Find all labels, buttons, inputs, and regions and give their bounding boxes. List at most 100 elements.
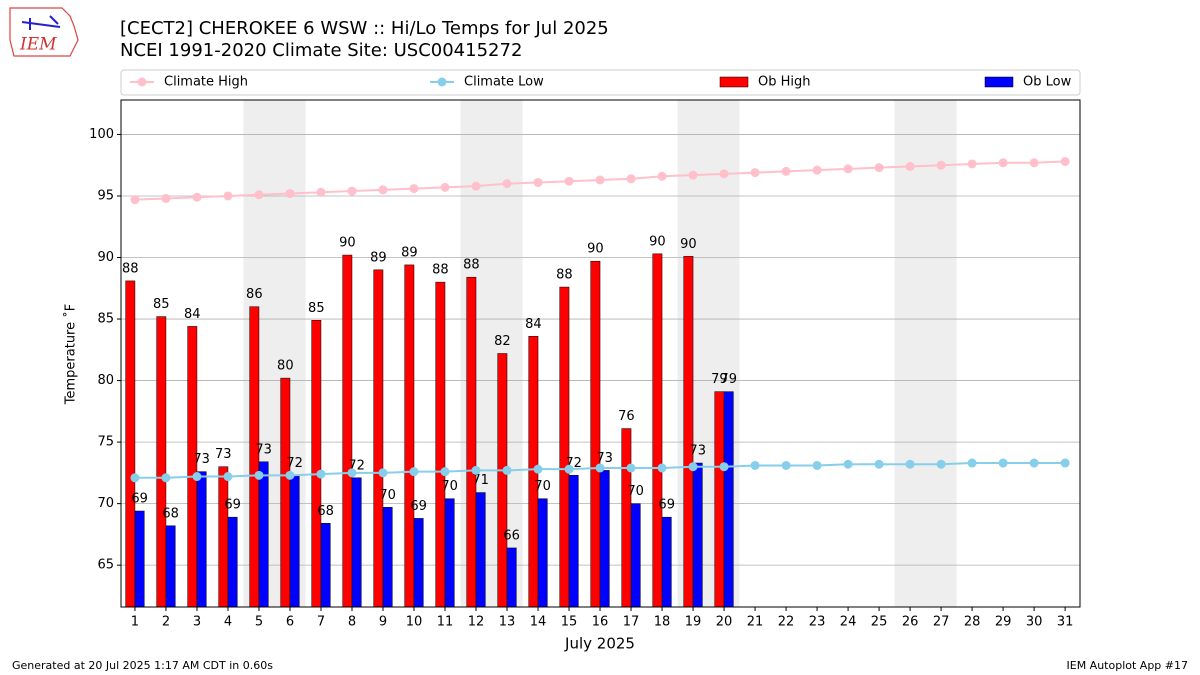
y-tick-label: 90 — [97, 250, 114, 265]
bar — [568, 475, 579, 608]
x-tick-label: 10 — [406, 615, 423, 630]
marker — [936, 160, 946, 170]
marker — [192, 192, 202, 202]
marker — [626, 463, 636, 473]
legend-box — [120, 69, 1081, 96]
marker — [564, 176, 574, 186]
shaded-band — [894, 100, 957, 607]
y-tick-label: 80 — [97, 373, 114, 388]
bar — [134, 510, 145, 608]
x-tick-label: 21 — [747, 615, 764, 630]
data-label: 90 — [649, 234, 666, 249]
y-tick-label: 85 — [97, 312, 114, 327]
x-tick-label: 17 — [623, 615, 640, 630]
data-label: 76 — [618, 409, 635, 424]
x-tick-label: 8 — [348, 615, 356, 630]
x-tick-label: 3 — [193, 615, 201, 630]
logo: IEM — [9, 7, 79, 57]
marker — [440, 467, 450, 477]
bar — [382, 507, 393, 608]
marker — [502, 179, 512, 189]
marker — [378, 468, 388, 478]
legend-swatch — [719, 76, 749, 88]
marker — [223, 191, 233, 201]
bar — [652, 253, 663, 608]
data-label: 68 — [317, 504, 334, 519]
data-label: 71 — [472, 473, 489, 488]
logo-text: IEM — [19, 35, 57, 55]
x-tick-label: 29 — [995, 615, 1012, 630]
x-tick-label: 4 — [224, 615, 232, 630]
marker — [1060, 157, 1070, 167]
marker — [1029, 158, 1039, 168]
data-label: 88 — [463, 258, 480, 273]
x-tick-label: 26 — [902, 615, 919, 630]
marker — [781, 166, 791, 176]
bar — [475, 492, 486, 608]
marker — [812, 460, 822, 470]
data-label: 86 — [246, 287, 263, 302]
x-tick-label: 19 — [685, 615, 702, 630]
data-label: 73 — [193, 452, 210, 467]
marker — [719, 169, 729, 179]
marker — [657, 463, 667, 473]
marker — [471, 181, 481, 191]
marker — [781, 460, 791, 470]
x-tick-label: 18 — [654, 615, 671, 630]
data-label: 84 — [184, 307, 201, 322]
x-tick-label: 25 — [871, 615, 888, 630]
bar — [435, 281, 446, 608]
marker — [750, 168, 760, 178]
data-label: 82 — [494, 334, 511, 349]
y-axis-label: Temperature ˚F — [63, 304, 79, 405]
x-tick-label: 2 — [162, 615, 170, 630]
data-label: 79 — [711, 372, 728, 387]
legend-label: Ob High — [758, 75, 811, 90]
x-tick-label: 11 — [437, 615, 454, 630]
bar — [714, 391, 725, 608]
marker — [905, 161, 915, 171]
x-tick-label: 15 — [561, 615, 578, 630]
bar — [373, 269, 384, 608]
legend-label: Ob Low — [1023, 75, 1072, 90]
x-tick-label: 23 — [809, 615, 826, 630]
bar — [692, 462, 703, 608]
marker — [285, 470, 295, 480]
marker — [1029, 458, 1039, 468]
legend-swatch — [984, 76, 1014, 88]
footer-left: Generated at 20 Jul 2025 1:17 AM CDT in … — [12, 659, 273, 672]
data-label: 89 — [401, 245, 418, 260]
bar — [661, 516, 672, 608]
bar — [289, 475, 300, 608]
x-tick-label: 27 — [933, 615, 950, 630]
x-tick-label: 7 — [317, 615, 325, 630]
marker — [595, 463, 605, 473]
chart-title: [CECT2] CHEROKEE 6 WSW :: Hi/Lo Temps fo… — [120, 18, 609, 39]
x-tick-label: 9 — [379, 615, 387, 630]
x-axis-label: July 2025 — [564, 635, 635, 653]
bar — [599, 470, 610, 608]
bar — [320, 523, 331, 608]
marker — [502, 465, 512, 475]
legend-label: Climate Low — [464, 75, 544, 90]
data-label: 90 — [680, 237, 697, 252]
data-label: 85 — [153, 297, 170, 312]
legend-marker — [437, 77, 447, 87]
marker — [347, 468, 357, 478]
legend-label: Climate High — [164, 75, 248, 90]
bar — [258, 461, 269, 608]
data-label: 66 — [503, 528, 520, 543]
bar — [227, 516, 238, 608]
marker — [750, 460, 760, 470]
marker — [998, 458, 1008, 468]
marker — [161, 473, 171, 483]
bar — [218, 466, 229, 608]
x-tick-label: 28 — [964, 615, 981, 630]
marker — [316, 187, 326, 197]
marker — [874, 163, 884, 173]
bar — [466, 276, 477, 608]
marker — [130, 473, 140, 483]
marker — [409, 184, 419, 194]
marker — [874, 459, 884, 469]
